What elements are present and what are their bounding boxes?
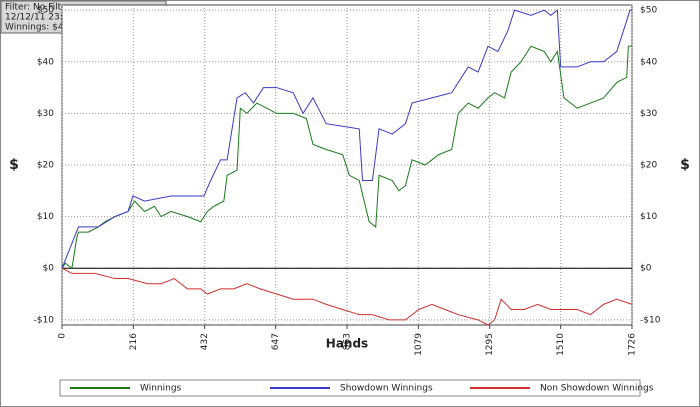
y-tick-label: $30 — [37, 109, 54, 119]
y-axis-label: $ — [9, 157, 19, 173]
legend-label: Non Showdown Winnings — [540, 384, 654, 394]
series-line — [61, 267, 633, 326]
x-tick-label: 863 — [343, 333, 353, 350]
y2-tick-label: $10 — [640, 212, 657, 222]
series-line — [61, 9, 632, 269]
info-line: Filter: No Filter — [5, 3, 71, 13]
y-tick-label: -$10 — [34, 315, 55, 325]
x-tick-label: 1510 — [556, 333, 566, 356]
y-tick-label: $20 — [37, 161, 54, 171]
y-tick-label: $0 — [43, 264, 55, 274]
y-tick-label: $40 — [37, 57, 54, 67]
y2-tick-label: $30 — [640, 109, 657, 119]
legend-label: Showdown Winnings — [340, 384, 433, 394]
x-tick-label: 216 — [129, 333, 139, 350]
y2-tick-label: $0 — [640, 264, 652, 274]
y2-tick-label: $50 — [640, 6, 657, 16]
x-tick-label: 0 — [58, 333, 68, 339]
y2-axis-label: $ — [680, 157, 690, 173]
x-tick-label: 432 — [200, 333, 210, 350]
y2-tick-label: $20 — [640, 161, 657, 171]
legend-label: Winnings — [140, 384, 182, 394]
x-tick-label: 647 — [271, 333, 281, 350]
legend — [59, 379, 641, 397]
x-axis-label: Hands — [326, 337, 368, 351]
x-tick-label: 1295 — [485, 333, 495, 356]
y-tick-label: $50 — [37, 6, 54, 16]
y-tick-label: $10 — [37, 212, 54, 222]
y2-tick-label: $40 — [640, 57, 657, 67]
x-tick-label: 1079 — [414, 333, 424, 356]
series-line — [61, 45, 633, 270]
y2-tick-label: -$10 — [640, 315, 661, 325]
info-line: Winnings: $43.07 — [5, 23, 84, 33]
x-tick-label: 1726 — [628, 333, 638, 356]
